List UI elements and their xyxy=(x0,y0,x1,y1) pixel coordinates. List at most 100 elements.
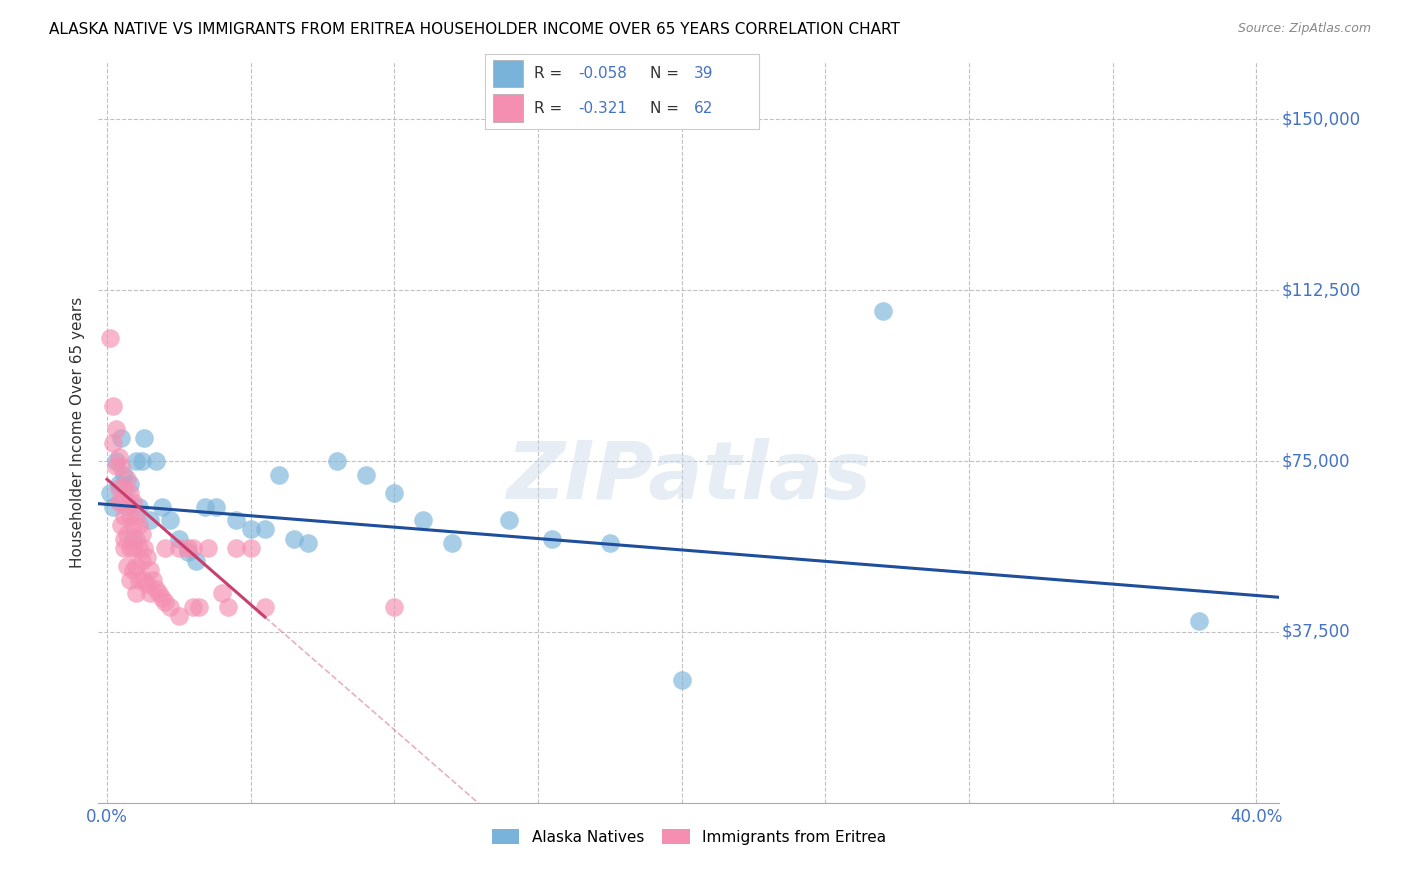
Point xyxy=(115,558,138,573)
Text: -0.058: -0.058 xyxy=(578,66,627,81)
Point xyxy=(269,467,291,482)
Point xyxy=(217,599,239,614)
Point xyxy=(134,541,156,555)
Point xyxy=(107,450,129,464)
Point xyxy=(101,435,124,450)
Point xyxy=(498,513,520,527)
Text: $75,000: $75,000 xyxy=(1282,452,1350,470)
Point xyxy=(153,595,176,609)
Text: 62: 62 xyxy=(693,101,713,116)
Point xyxy=(254,599,277,614)
Point xyxy=(384,599,406,614)
Point xyxy=(118,508,141,523)
Point xyxy=(197,541,219,555)
Point xyxy=(148,586,170,600)
Point xyxy=(167,541,190,555)
Point xyxy=(118,573,141,587)
Point xyxy=(145,582,167,596)
Point xyxy=(134,431,156,445)
Text: $150,000: $150,000 xyxy=(1282,111,1361,128)
Point xyxy=(122,532,145,546)
Point xyxy=(134,573,156,587)
Point xyxy=(104,458,127,473)
Point xyxy=(167,609,190,624)
Point xyxy=(167,532,190,546)
Point xyxy=(131,454,153,468)
Text: Source: ZipAtlas.com: Source: ZipAtlas.com xyxy=(1237,22,1371,36)
Point xyxy=(122,541,145,555)
Point xyxy=(872,303,894,318)
Y-axis label: Householder Income Over 65 years: Householder Income Over 65 years xyxy=(70,297,86,568)
Point xyxy=(112,467,135,482)
Point xyxy=(136,577,159,591)
Point xyxy=(118,541,141,555)
Text: N =: N = xyxy=(650,66,683,81)
Point xyxy=(115,472,138,486)
Point xyxy=(115,527,138,541)
Point xyxy=(128,573,150,587)
Point xyxy=(101,400,124,414)
Point xyxy=(1188,614,1211,628)
Point xyxy=(159,599,181,614)
Point xyxy=(139,564,162,578)
Point xyxy=(181,541,204,555)
Point xyxy=(239,523,262,537)
Point xyxy=(599,536,621,550)
Point xyxy=(145,454,167,468)
Point xyxy=(128,541,150,555)
Point xyxy=(128,500,150,514)
Point xyxy=(131,527,153,541)
Point xyxy=(118,476,141,491)
Point xyxy=(107,495,129,509)
Point xyxy=(176,541,198,555)
Point xyxy=(110,458,132,473)
Point xyxy=(110,517,132,532)
Bar xyxy=(494,95,523,122)
Point xyxy=(188,599,211,614)
Point xyxy=(211,586,233,600)
Point xyxy=(139,513,162,527)
Point xyxy=(107,476,129,491)
Bar xyxy=(494,60,523,87)
Point xyxy=(254,523,277,537)
Point xyxy=(112,482,135,496)
Point xyxy=(176,545,198,559)
Legend: Alaska Natives, Immigrants from Eritrea: Alaska Natives, Immigrants from Eritrea xyxy=(485,822,893,851)
Text: R =: R = xyxy=(534,66,568,81)
Text: N =: N = xyxy=(650,101,683,116)
Point xyxy=(98,331,121,345)
Point xyxy=(104,454,127,468)
Text: ALASKA NATIVE VS IMMIGRANTS FROM ERITREA HOUSEHOLDER INCOME OVER 65 YEARS CORREL: ALASKA NATIVE VS IMMIGRANTS FROM ERITREA… xyxy=(49,22,900,37)
Point xyxy=(112,508,135,523)
Point xyxy=(239,541,262,555)
Point xyxy=(115,500,138,514)
Point xyxy=(150,591,173,605)
Point xyxy=(112,532,135,546)
Point xyxy=(128,517,150,532)
Point xyxy=(225,513,247,527)
Point xyxy=(115,495,138,509)
Point xyxy=(541,532,564,546)
Point xyxy=(150,500,173,514)
Point xyxy=(139,586,162,600)
Point xyxy=(107,482,129,496)
Point xyxy=(384,486,406,500)
Point xyxy=(122,517,145,532)
Text: 39: 39 xyxy=(693,66,713,81)
Text: $112,500: $112,500 xyxy=(1282,281,1361,299)
Point xyxy=(125,454,148,468)
Text: -0.321: -0.321 xyxy=(578,101,627,116)
Point xyxy=(354,467,377,482)
Text: R =: R = xyxy=(534,101,568,116)
Point xyxy=(184,554,207,568)
Point xyxy=(104,422,127,436)
Point xyxy=(297,536,319,550)
Text: $37,500: $37,500 xyxy=(1282,623,1350,641)
Point xyxy=(194,500,217,514)
Point xyxy=(136,549,159,564)
Point xyxy=(225,541,247,555)
Point xyxy=(159,513,181,527)
Point xyxy=(181,599,204,614)
Point xyxy=(112,541,135,555)
Text: ZIPatlas: ZIPatlas xyxy=(506,438,872,516)
